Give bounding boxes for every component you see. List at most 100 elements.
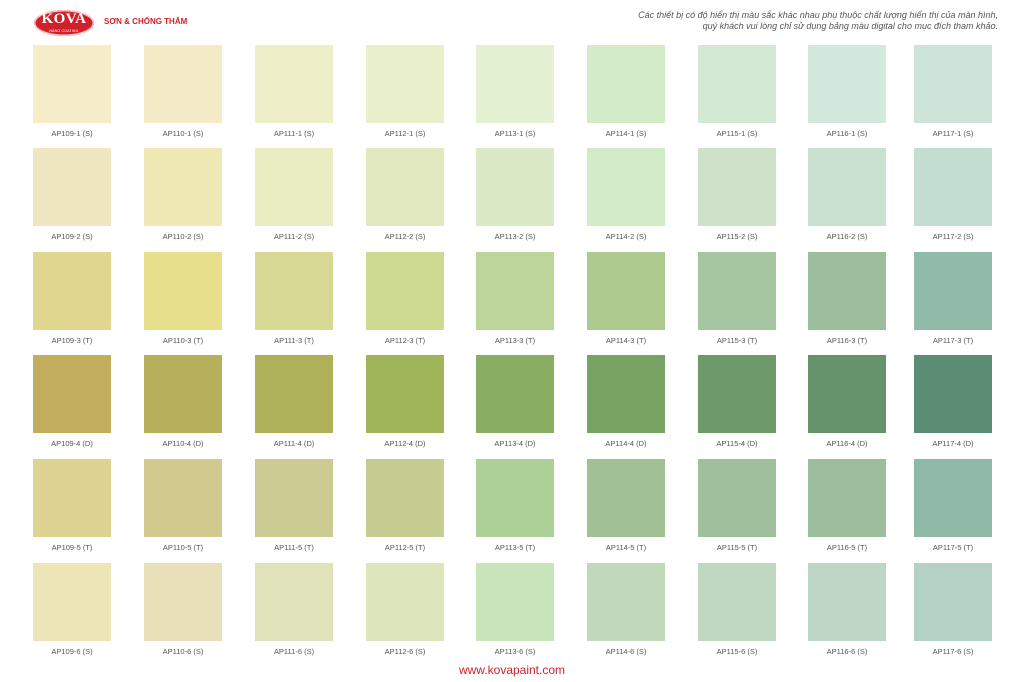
color-swatch [587, 252, 665, 330]
color-code-label: AP110-6 (S) [162, 647, 204, 656]
color-swatch [914, 563, 992, 641]
color-code-label: AP115-2 (S) [716, 232, 758, 241]
color-code-label: AP113-3 (T) [494, 336, 536, 345]
color-code-label: AP112-6 (S) [384, 647, 426, 656]
color-swatch [808, 252, 886, 330]
color-swatch [255, 148, 333, 226]
color-swatch [366, 563, 444, 641]
color-code-label: AP109-6 (S) [51, 647, 93, 656]
color-swatch [808, 563, 886, 641]
color-code-label: AP110-2 (S) [162, 232, 204, 241]
color-swatch [33, 563, 111, 641]
color-swatch [33, 252, 111, 330]
color-swatch [255, 252, 333, 330]
color-swatch [366, 459, 444, 537]
color-code-label: AP109-2 (S) [51, 232, 93, 241]
color-code-label: AP111-3 (T) [274, 336, 314, 345]
color-code-label: AP109-1 (S) [51, 129, 93, 138]
color-swatch [144, 45, 222, 123]
color-code-label: AP114-1 (S) [605, 129, 647, 138]
color-code-label: AP116-2 (S) [826, 232, 868, 241]
color-swatch [914, 459, 992, 537]
color-swatch [255, 355, 333, 433]
color-swatch [587, 45, 665, 123]
color-code-label: AP110-1 (S) [162, 129, 204, 138]
color-swatch [808, 45, 886, 123]
color-swatch [476, 148, 554, 226]
color-swatch [476, 45, 554, 123]
color-code-label: AP109-3 (T) [51, 336, 93, 345]
color-swatch [808, 148, 886, 226]
color-swatch [366, 148, 444, 226]
color-code-label: AP114-2 (S) [605, 232, 647, 241]
color-swatch [698, 563, 776, 641]
color-swatch [255, 563, 333, 641]
logo-text: KOVA [41, 11, 87, 27]
color-swatch [33, 45, 111, 123]
color-swatch [698, 45, 776, 123]
color-swatch [808, 459, 886, 537]
color-code-label: AP117-6 (S) [932, 647, 974, 656]
color-code-label: AP116-6 (S) [826, 647, 868, 656]
color-code-label: AP115-3 (T) [716, 336, 758, 345]
color-code-label: AP110-4 (D) [162, 439, 204, 448]
color-code-label: AP112-1 (S) [384, 129, 426, 138]
color-swatch [144, 148, 222, 226]
color-swatch [587, 355, 665, 433]
color-code-label: AP113-5 (T) [494, 543, 536, 552]
color-code-label: AP116-3 (T) [826, 336, 868, 345]
color-swatch [33, 355, 111, 433]
color-swatch [698, 252, 776, 330]
color-code-label: AP117-5 (T) [932, 543, 974, 552]
color-swatch [587, 148, 665, 226]
color-code-label: AP112-5 (T) [384, 543, 426, 552]
color-code-label: AP115-5 (T) [716, 543, 758, 552]
color-code-label: AP117-3 (T) [932, 336, 974, 345]
color-code-label: AP116-4 (D) [826, 439, 868, 448]
color-swatch [914, 148, 992, 226]
color-swatch [366, 252, 444, 330]
color-swatch [698, 355, 776, 433]
color-swatch [366, 355, 444, 433]
color-swatch [698, 459, 776, 537]
color-code-label: AP117-1 (S) [932, 129, 974, 138]
color-code-label: AP116-5 (T) [826, 543, 868, 552]
color-code-label: AP114-6 (S) [605, 647, 647, 656]
color-code-label: AP111-1 (S) [273, 129, 315, 138]
color-swatch [144, 355, 222, 433]
color-swatch [144, 563, 222, 641]
color-code-label: AP115-6 (S) [716, 647, 758, 656]
color-code-label: AP109-5 (T) [51, 543, 93, 552]
color-swatch [808, 355, 886, 433]
color-code-label: AP112-3 (T) [384, 336, 426, 345]
color-code-label: AP114-3 (T) [605, 336, 647, 345]
color-code-label: AP111-5 (T) [274, 543, 314, 552]
color-swatch [476, 355, 554, 433]
color-code-label: AP110-5 (T) [162, 543, 204, 552]
color-swatch [698, 148, 776, 226]
brand-tagline: SƠN & CHỐNG THẤM [104, 17, 188, 26]
color-swatch [914, 45, 992, 123]
color-swatch [914, 355, 992, 433]
color-code-label: AP113-2 (S) [494, 232, 536, 241]
color-code-label: AP112-2 (S) [384, 232, 426, 241]
color-swatch [587, 459, 665, 537]
color-swatch [144, 459, 222, 537]
color-code-label: AP111-4 (D) [273, 439, 315, 448]
website-link[interactable]: www.kovapaint.com [458, 663, 566, 677]
color-swatch [476, 459, 554, 537]
color-code-label: AP111-6 (S) [273, 647, 315, 656]
color-code-label: AP117-2 (S) [932, 232, 974, 241]
color-swatch [255, 459, 333, 537]
color-code-label: AP114-4 (D) [605, 439, 647, 448]
color-code-label: AP113-4 (D) [494, 439, 536, 448]
color-code-label: AP111-2 (S) [273, 232, 315, 241]
color-code-label: AP110-3 (T) [162, 336, 204, 345]
kova-logo: KOVA NANO COATING [34, 10, 94, 36]
logo-subtext: NANO COATING [49, 29, 79, 33]
color-swatch [476, 563, 554, 641]
color-code-label: AP116-1 (S) [826, 129, 868, 138]
disclaimer-line-2: quý khách vui lòng chỉ sử dụng bảng màu … [702, 21, 998, 31]
color-swatch [366, 45, 444, 123]
color-code-label: AP112-4 (D) [384, 439, 426, 448]
